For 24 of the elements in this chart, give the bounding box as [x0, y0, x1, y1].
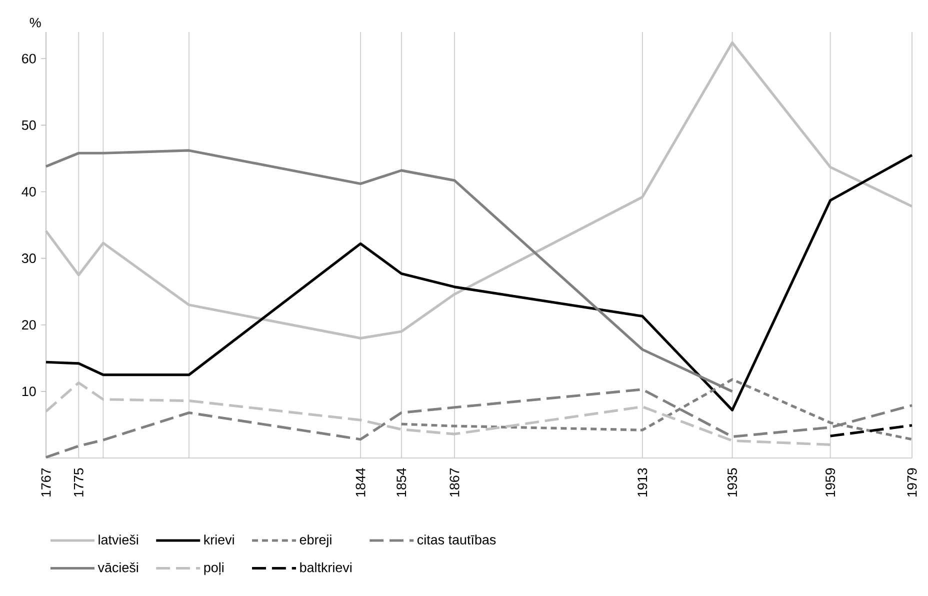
x-tick-label: 1935: [728, 468, 738, 497]
y-tick-label: 10: [22, 386, 36, 396]
legend-label: citas tautības: [417, 534, 496, 544]
x-tick-label: 1913: [638, 468, 648, 497]
x-tick-label: 1979: [907, 468, 917, 497]
legend-label: krievi: [204, 534, 234, 544]
y-tick-label: 30: [22, 254, 36, 264]
y-tick-label: 40: [22, 186, 36, 196]
legend-label: baltkrievi: [300, 562, 352, 572]
legend-label: latvieši: [98, 534, 138, 545]
x-tick-label: 1844: [356, 468, 366, 497]
legend-label: vācieši: [98, 562, 138, 572]
x-tick-label: 1854: [396, 468, 406, 497]
x-tick-label: 1775: [74, 468, 84, 497]
line-series: [44, 154, 914, 412]
x-tick-label: 1867: [450, 468, 460, 497]
legend-label: poļi: [204, 562, 224, 575]
legend-label: ebreji: [300, 534, 332, 548]
y-tick-label: 60: [22, 54, 36, 64]
x-tick-label: 1767: [41, 468, 51, 497]
y-tick-label: 50: [22, 120, 36, 130]
x-tick-label: 1959: [826, 468, 836, 497]
y-tick-label: 20: [22, 320, 36, 330]
y-axis-title: %: [30, 18, 41, 28]
